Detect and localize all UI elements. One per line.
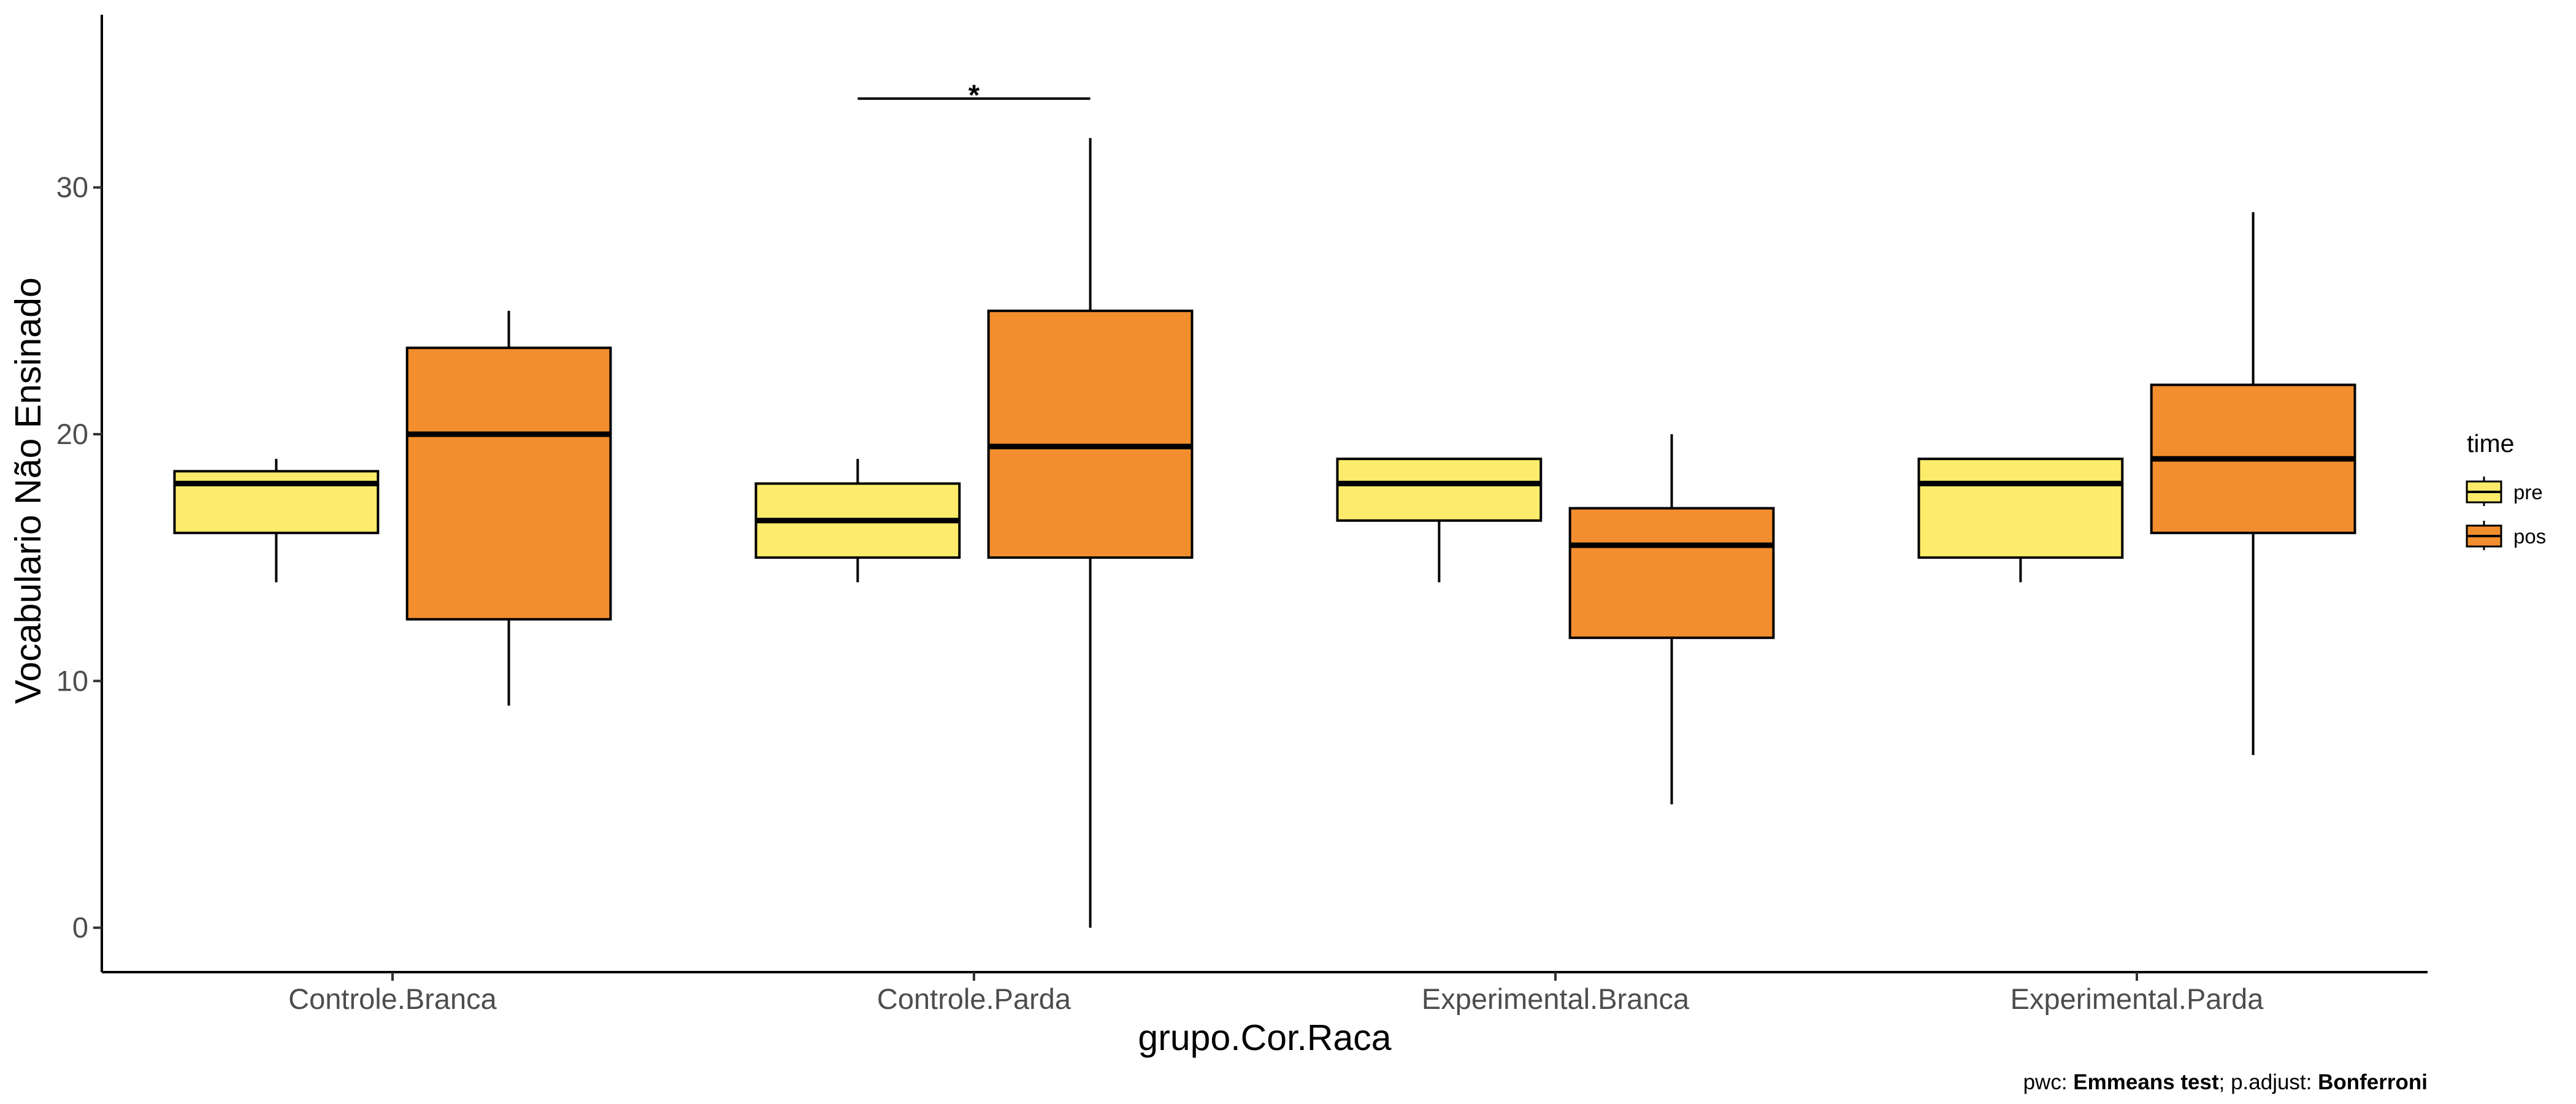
y-ticks: 0 10 20 30 xyxy=(56,171,102,944)
box-body xyxy=(1568,507,1775,639)
plot-area: * xyxy=(173,79,2356,928)
caption-text: pwc: xyxy=(2023,1070,2074,1094)
significance-label: * xyxy=(968,79,980,111)
x-tick-label: Controle.Branca xyxy=(288,983,497,1015)
caption-emphasis: Bonferroni xyxy=(2318,1070,2428,1094)
box-body xyxy=(987,309,1194,559)
legend-title: time xyxy=(2467,429,2514,458)
box-body xyxy=(1917,458,2124,559)
box-pos-experimental-parda xyxy=(2150,212,2356,755)
legend-item-pos: pos xyxy=(2466,521,2546,550)
y-tick-label: 30 xyxy=(56,171,88,204)
caption-emphasis: Emmeans test xyxy=(2073,1070,2219,1094)
y-axis-title: Vocabulario Não Ensinado xyxy=(8,277,48,703)
x-tick-label: Experimental.Branca xyxy=(1422,983,1690,1015)
legend-item-pre: pre xyxy=(2466,477,2543,506)
box-body xyxy=(173,470,380,534)
box-pos-controle-branca xyxy=(405,310,612,706)
y-tick-label: 10 xyxy=(56,664,88,697)
x-ticks: Controle.Branca Controle.Parda Experimenta… xyxy=(288,972,2264,1015)
x-axis-title: grupo.Cor.Raca xyxy=(1138,1018,1391,1058)
box-pos-experimental-branca xyxy=(1568,434,1775,805)
box-pre-controle-branca xyxy=(173,459,380,583)
box-pre-controle-parda xyxy=(754,459,961,583)
axes: 0 10 20 30 Controle.Branca Controle.Parda Exp… xyxy=(8,15,2428,1058)
caption-text: ; p.adjust: xyxy=(2219,1070,2318,1094)
legend-label: pos xyxy=(2513,525,2546,548)
significance-bracket: * xyxy=(857,79,1091,111)
legend: time pre pos xyxy=(2466,429,2546,550)
box-pre-experimental-parda xyxy=(1917,458,2124,583)
box-pos-controle-parda xyxy=(987,138,1194,928)
box-body xyxy=(1336,458,1543,522)
box-body xyxy=(405,347,612,621)
legend-items: pre pos xyxy=(2466,477,2546,550)
x-tick-label: Experimental.Parda xyxy=(2011,983,2264,1015)
caption: pwc: Emmeans test; p.adjust: Bonferroni xyxy=(2023,1070,2428,1094)
legend-label: pre xyxy=(2513,481,2543,504)
y-tick-label: 0 xyxy=(72,911,88,944)
box-pre-experimental-branca xyxy=(1336,458,1543,583)
x-tick-label: Controle.Parda xyxy=(877,983,1071,1015)
y-tick-label: 20 xyxy=(56,418,88,450)
